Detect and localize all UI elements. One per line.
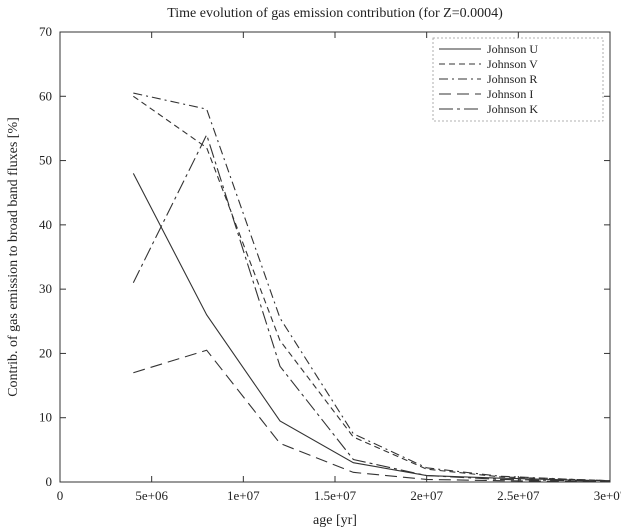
series-line-johnson-k (132, 133, 611, 482)
x-tick-label: 2.5e+07 (497, 488, 540, 503)
series-line-johnson-v (133, 95, 611, 482)
axis-ticks: 0 5e+06 1e+07 1.5e+07 2e+07 2.5e+07 3e+07 0 10 20… (39, 24, 621, 503)
legend-label: Johnson R (487, 72, 537, 86)
series-lines (132, 92, 611, 483)
x-tick-label: 0 (57, 488, 64, 503)
legend-label: Johnson I (487, 87, 533, 101)
legend-label: Johnson U (487, 42, 538, 56)
x-tick-label: 1e+07 (227, 488, 260, 503)
x-tick-label: 5e+06 (135, 488, 168, 503)
y-tick-label: 20 (39, 345, 52, 360)
y-tick-label: 0 (46, 474, 53, 489)
x-axis-label: age [yr] (313, 513, 357, 528)
legend-label: Johnson V (487, 57, 538, 71)
series-line-johnson-r (133, 92, 611, 482)
x-tick-label: 3e+07 (594, 488, 621, 503)
series-line-johnson-u (132, 173, 611, 482)
y-axis-label: Contrib. of gas emission to broad band f… (6, 117, 21, 397)
y-tick-label: 60 (39, 88, 52, 103)
x-tick-label: 1.5e+07 (314, 488, 357, 503)
y-tick-label: 40 (39, 217, 52, 232)
series-line-johnson-i (133, 349, 611, 483)
y-tick-label: 30 (39, 281, 52, 296)
y-tick-label: 50 (39, 153, 52, 168)
chart-title: Time evolution of gas emission contribut… (167, 6, 503, 21)
y-tick-label: 10 (39, 410, 52, 425)
x-tick-label: 2e+07 (410, 488, 443, 503)
legend-label: Johnson K (487, 102, 538, 116)
y-tick-label: 70 (39, 24, 52, 39)
